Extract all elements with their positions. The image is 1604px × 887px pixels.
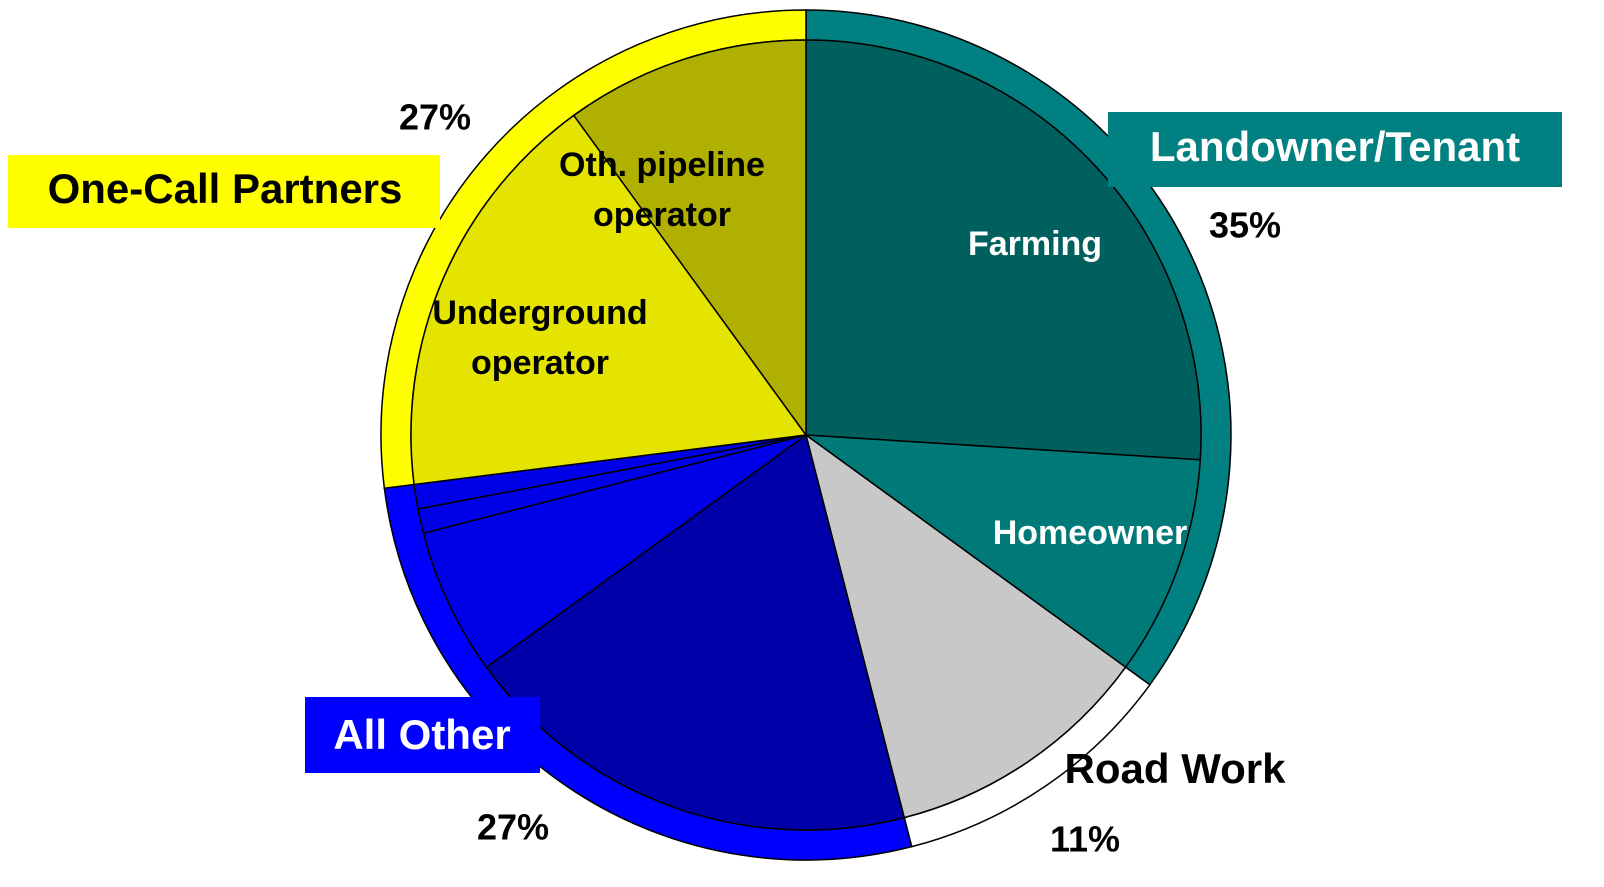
percent-label: 27% <box>477 807 549 848</box>
group-label: One-Call Partners <box>48 165 403 212</box>
slice-label: Oth. pipeline <box>559 146 765 184</box>
percent-label: 11% <box>1050 819 1120 860</box>
percent-label: 35% <box>1209 205 1281 246</box>
slice-label: Underground <box>432 294 647 332</box>
legend-box <box>305 697 540 773</box>
pie-slice <box>805 39 1202 461</box>
pie-slice <box>410 114 808 486</box>
slice-label: Farming <box>968 225 1102 263</box>
pie-slice <box>803 434 1202 669</box>
group-label: All Other <box>333 711 510 758</box>
pie-slice <box>422 434 807 669</box>
percent-label: 27% <box>399 97 471 138</box>
group-label: Road Work <box>1065 745 1287 792</box>
group-label: Landowner/Tenant <box>1150 123 1520 170</box>
legend-box <box>1108 112 1562 187</box>
slice-label: operator <box>593 196 731 234</box>
pie-slice <box>804 433 1127 819</box>
slice-label: Homeowner <box>993 514 1188 552</box>
slice-label: operator <box>471 344 609 382</box>
pie-slice <box>572 39 807 438</box>
legend-box <box>8 155 440 228</box>
